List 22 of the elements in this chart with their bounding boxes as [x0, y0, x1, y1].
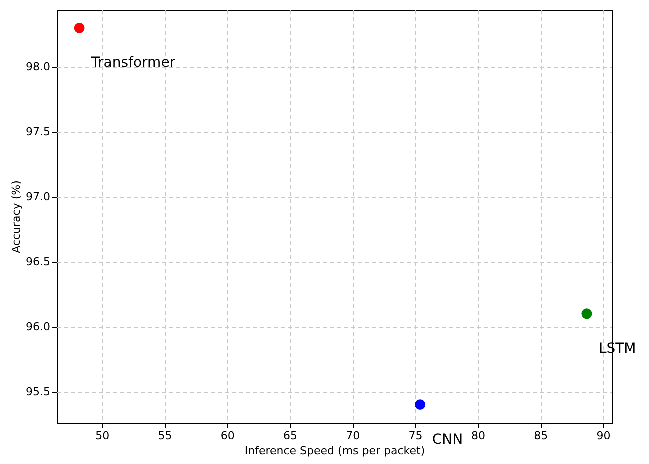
x-tick-label: 90 — [596, 430, 611, 442]
series-label: Transformer — [90, 55, 176, 72]
x-tick-label: 65 — [284, 430, 298, 442]
x-tick-label: 50 — [96, 430, 110, 442]
point — [74, 22, 85, 34]
point — [582, 308, 592, 320]
y-tick-label: 97.5 — [26, 126, 50, 139]
y-tick-label: 95.5 — [26, 385, 50, 398]
x-tick-label: 70 — [346, 430, 360, 442]
x-tick-label: 75 — [408, 430, 423, 442]
x-axis-title: Inference Speed (ms per packet) — [244, 444, 426, 458]
y-axis-title: Accuracy (%) — [10, 180, 24, 254]
series-label: CNN — [432, 432, 464, 448]
x-tick-label: 80 — [471, 430, 486, 442]
y-tick-label: 96.0 — [26, 320, 50, 334]
point — [415, 400, 426, 410]
x-tick-label: 85 — [534, 430, 548, 442]
y-tick-label: 98.0 — [26, 60, 50, 74]
y-tick-label: 96.5 — [26, 255, 50, 268]
y-tick-label: 97.0 — [26, 190, 50, 204]
x-tick-label: 55 — [158, 430, 172, 442]
x-tick-label: 60 — [220, 430, 235, 442]
